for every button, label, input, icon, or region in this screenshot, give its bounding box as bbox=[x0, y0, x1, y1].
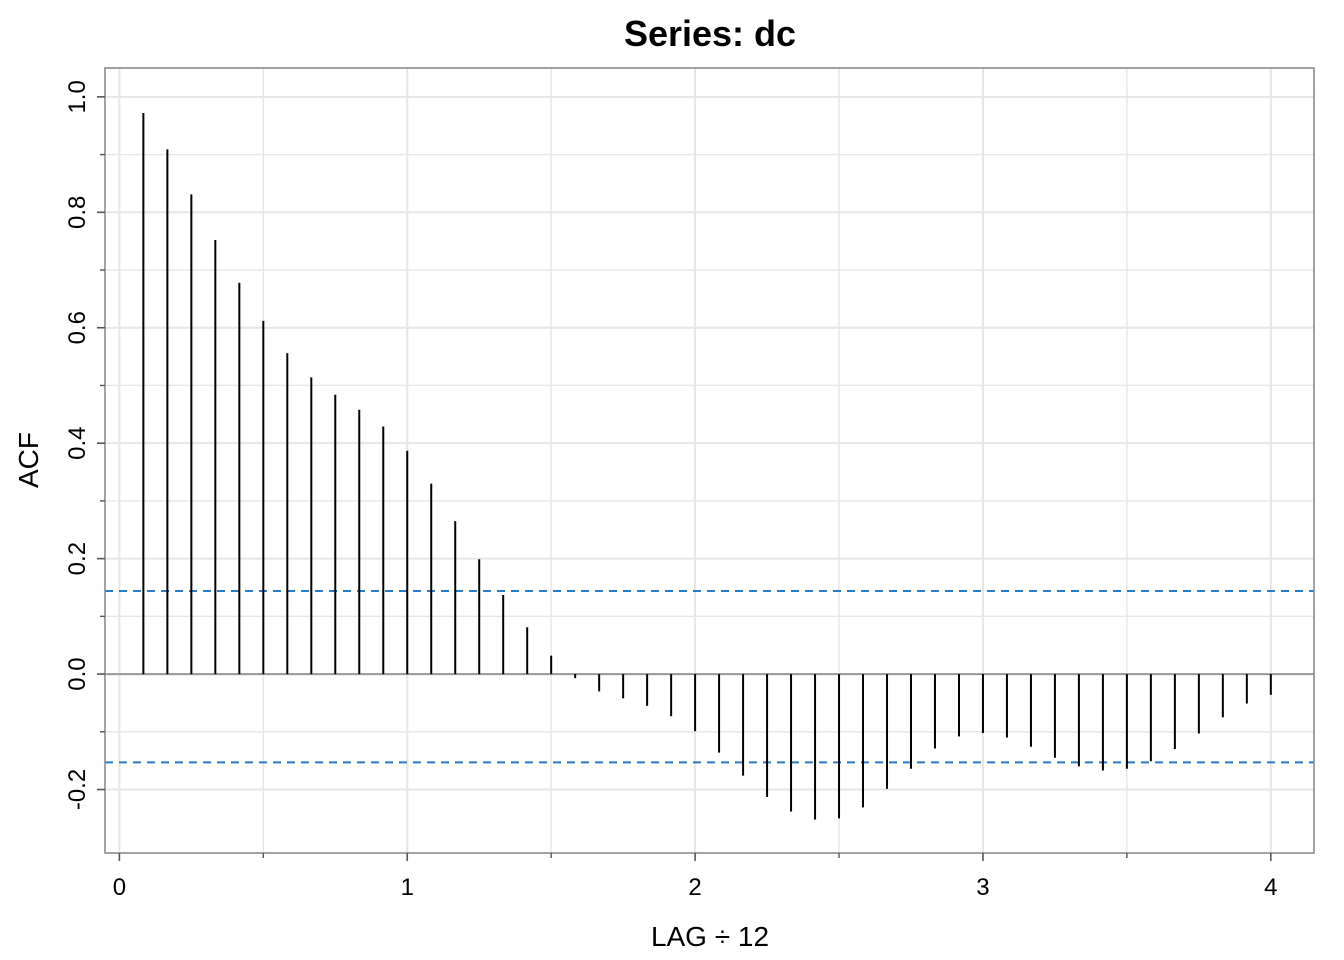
x-tick-label: 3 bbox=[976, 874, 989, 901]
y-axis-label: ACF bbox=[13, 432, 44, 488]
acf-bars bbox=[142, 113, 1272, 820]
x-axis: 0 1 2 3 4 bbox=[113, 853, 1278, 901]
y-tick-label: 0.2 bbox=[64, 542, 91, 575]
y-tick-label: 1.0 bbox=[64, 80, 91, 113]
x-tick-label: 1 bbox=[401, 874, 414, 901]
y-tick-label: 0.0 bbox=[64, 657, 91, 690]
chart-title: Series: dc bbox=[624, 13, 796, 54]
confidence-bounds bbox=[105, 589, 1314, 764]
y-tick-label: 0.6 bbox=[64, 311, 91, 344]
x-tick-label: 0 bbox=[113, 874, 126, 901]
y-tick-label: -0.2 bbox=[64, 769, 91, 810]
y-tick-label: 0.4 bbox=[64, 426, 91, 459]
x-tick-label: 4 bbox=[1264, 874, 1277, 901]
y-tick-label: 0.8 bbox=[64, 196, 91, 229]
x-axis-label: LAG ÷ 12 bbox=[651, 921, 769, 952]
y-axis: -0.2 0.0 0.2 0.4 0.6 0.8 1.0 bbox=[64, 80, 105, 810]
x-tick-label: 2 bbox=[688, 874, 701, 901]
plot-frame bbox=[104, 67, 1315, 854]
